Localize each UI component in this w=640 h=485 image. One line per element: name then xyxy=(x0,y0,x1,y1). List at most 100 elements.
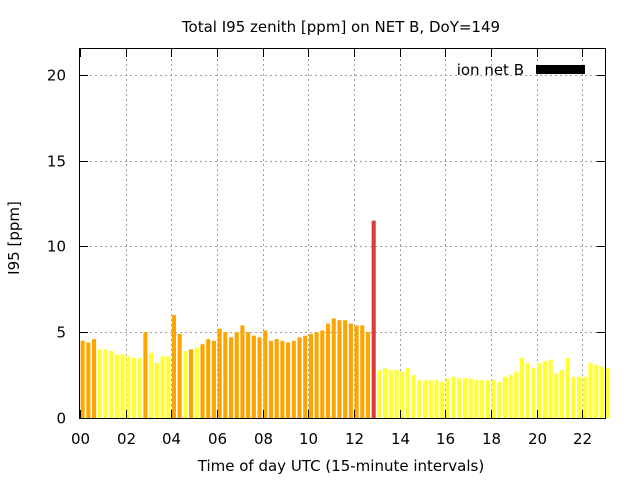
bar xyxy=(126,356,131,418)
bar xyxy=(497,381,502,418)
bar xyxy=(114,354,119,418)
x-tick-label: 08 xyxy=(254,430,273,448)
bar xyxy=(103,349,108,418)
bar xyxy=(177,333,182,418)
bar xyxy=(508,375,513,418)
bar xyxy=(537,363,542,418)
x-tick-label: 02 xyxy=(117,430,136,448)
bar xyxy=(531,368,536,418)
bar xyxy=(160,356,165,418)
bar xyxy=(268,340,274,418)
bar xyxy=(274,339,279,418)
bar xyxy=(223,332,228,418)
bar xyxy=(257,337,262,418)
x-tick-label: 22 xyxy=(573,430,592,448)
bar xyxy=(428,380,433,418)
legend-label: ion net B xyxy=(457,61,524,79)
bar xyxy=(80,340,85,418)
bar xyxy=(520,357,525,418)
bar xyxy=(360,325,365,418)
axis-ticks: 0 5 10 15 20 00 02 04 06 08 10 12 14 16 18 20 22 xyxy=(47,49,605,448)
bar xyxy=(474,380,479,418)
y-tick-label: 10 xyxy=(47,238,66,256)
x-tick-label: 12 xyxy=(345,430,364,448)
bar xyxy=(514,371,519,418)
x-tick-label: 20 xyxy=(528,430,547,448)
bar xyxy=(377,369,382,418)
bar xyxy=(468,378,473,418)
bar xyxy=(348,323,353,418)
legend: ion net B xyxy=(457,61,585,79)
bar xyxy=(400,371,405,418)
bars xyxy=(80,220,610,418)
bar xyxy=(217,328,222,418)
bar xyxy=(183,351,188,418)
bar xyxy=(411,375,416,418)
bar xyxy=(559,369,565,418)
bar xyxy=(228,337,234,418)
y-axis-label: I95 [ppm] xyxy=(5,201,23,275)
bar xyxy=(325,323,331,418)
bar xyxy=(588,363,593,418)
bar xyxy=(297,337,302,418)
bar xyxy=(92,339,97,418)
bar xyxy=(240,325,245,418)
bar xyxy=(554,373,559,418)
bar xyxy=(525,363,530,418)
bar xyxy=(480,380,485,418)
bar xyxy=(97,349,102,418)
bar xyxy=(331,318,336,418)
x-tick-label: 16 xyxy=(436,430,455,448)
y-tick-label: 15 xyxy=(47,153,66,171)
y-tick-label: 20 xyxy=(47,67,66,85)
bar xyxy=(291,340,296,418)
legend-swatch xyxy=(536,65,585,74)
x-tick-label: 18 xyxy=(482,430,501,448)
bar xyxy=(565,357,570,418)
bar xyxy=(171,315,177,418)
bar xyxy=(462,378,468,418)
bar xyxy=(405,368,410,418)
bar xyxy=(502,376,507,418)
x-tick-label: 04 xyxy=(162,430,181,448)
bar xyxy=(263,330,268,418)
bar xyxy=(605,368,610,418)
bar xyxy=(286,342,291,418)
grid-lines xyxy=(80,49,605,418)
plot-frame xyxy=(79,48,606,419)
bar xyxy=(491,380,496,418)
bar xyxy=(149,352,154,418)
bar xyxy=(371,220,376,418)
x-tick-label: 06 xyxy=(208,430,227,448)
bar xyxy=(308,333,313,418)
bar xyxy=(445,378,450,418)
x-tick-label: 14 xyxy=(391,430,410,448)
bar xyxy=(434,380,439,418)
bar xyxy=(571,376,576,418)
bar xyxy=(599,366,604,418)
x-tick-label: 00 xyxy=(71,430,90,448)
bar xyxy=(417,380,422,418)
bar xyxy=(154,363,159,418)
bar xyxy=(120,354,125,418)
bar xyxy=(303,335,308,418)
bar xyxy=(137,357,142,418)
bar xyxy=(143,332,148,418)
bar xyxy=(577,376,582,418)
bar xyxy=(343,320,348,418)
bar xyxy=(194,347,199,418)
x-tick-label: 10 xyxy=(299,430,318,448)
bar xyxy=(211,340,216,418)
bar xyxy=(485,380,490,418)
bar xyxy=(246,332,251,418)
bar xyxy=(457,378,462,418)
bar xyxy=(166,356,171,418)
chart-title: Total I95 zenith [ppm] on NET B, DoY=149 xyxy=(181,18,500,36)
bar xyxy=(542,361,547,418)
bar xyxy=(189,349,194,418)
bar xyxy=(440,381,445,418)
y-tick-label: 5 xyxy=(56,324,66,342)
bar xyxy=(200,344,205,418)
